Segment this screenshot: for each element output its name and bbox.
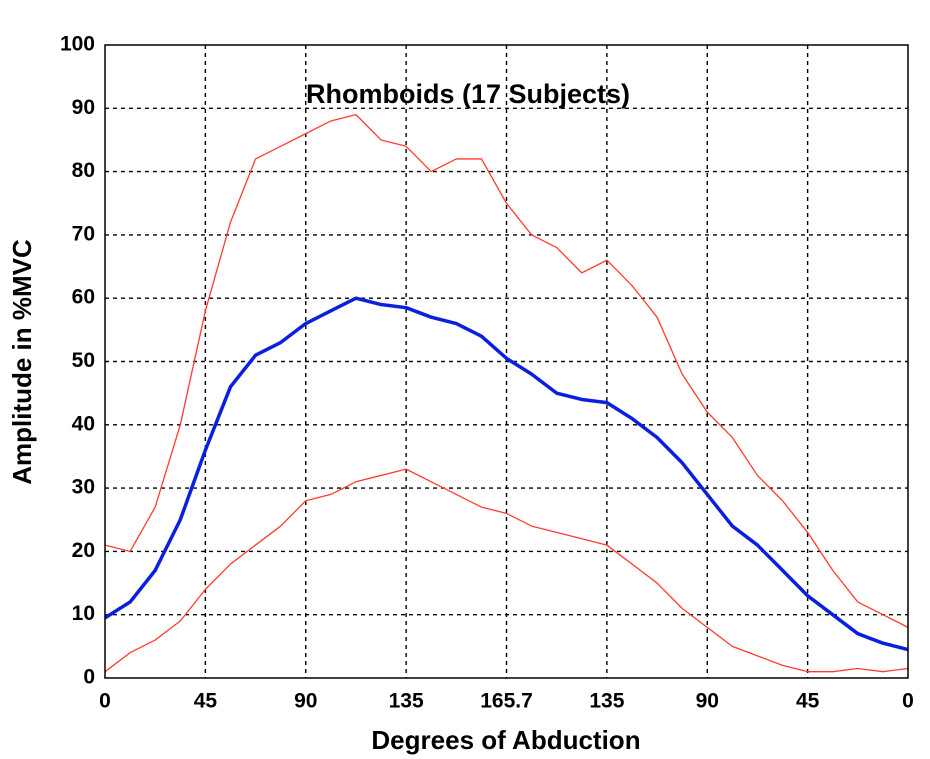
x-tick-label: 135 xyxy=(389,690,424,713)
x-tick-label: 90 xyxy=(294,690,317,713)
chart-title: Rhomboids (17 Subjects) xyxy=(306,79,630,109)
data-line xyxy=(104,468,909,673)
y-tick-label: 60 xyxy=(72,286,95,309)
y-tick-label: 90 xyxy=(72,96,95,119)
x-tick-label: 165.7 xyxy=(480,690,533,713)
y-tick-label: 30 xyxy=(72,476,95,499)
x-tick-label: 45 xyxy=(796,690,820,713)
y-axis-label: Amplitude in %MVC xyxy=(7,239,37,485)
y-tick-label: 40 xyxy=(72,412,95,435)
y-tick-label: 50 xyxy=(72,349,95,372)
data-line xyxy=(104,296,909,652)
y-tick-label: 20 xyxy=(72,539,95,562)
x-tick-label: 45 xyxy=(194,690,218,713)
x-tick-label: 0 xyxy=(99,690,111,713)
x-tick-label: 0 xyxy=(902,690,914,713)
x-tick-label: 90 xyxy=(696,690,719,713)
y-tick-label: 10 xyxy=(72,602,95,625)
x-tick-label: 135 xyxy=(589,690,624,713)
y-tick-label: 70 xyxy=(72,222,95,245)
x-axis-label: Degrees of Abduction xyxy=(371,725,640,755)
data-line xyxy=(104,113,909,628)
y-tick-label: 100 xyxy=(60,33,95,56)
y-tick-label: 0 xyxy=(83,666,95,689)
y-tick-label: 80 xyxy=(72,159,95,182)
plot-frame xyxy=(104,44,909,679)
